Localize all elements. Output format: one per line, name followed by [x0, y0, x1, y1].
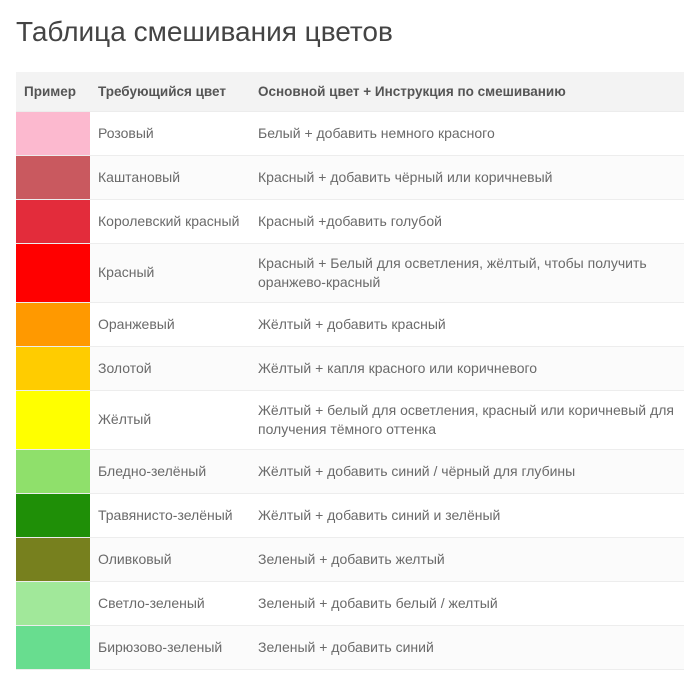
needed-color: Золотой [90, 346, 250, 390]
needed-color: Оранжевый [90, 302, 250, 346]
table-row: КаштановыйКрасный + добавить чёрный или … [16, 156, 684, 200]
mixing-instruction: Жёлтый + добавить синий / чёрный для глу… [250, 449, 684, 493]
color-swatch [16, 390, 90, 449]
needed-color: Жёлтый [90, 390, 250, 449]
color-swatch [16, 449, 90, 493]
color-mixing-table: Пример Требующийся цвет Основной цвет + … [16, 72, 684, 670]
color-swatch [16, 302, 90, 346]
col-header-example: Пример [16, 72, 90, 112]
col-header-needed: Требующийся цвет [90, 72, 250, 112]
needed-color: Розовый [90, 112, 250, 156]
needed-color: Каштановый [90, 156, 250, 200]
needed-color: Бирюзово-зеленый [90, 625, 250, 669]
mixing-instruction: Жёлтый + добавить синий и зелёный [250, 493, 684, 537]
page-title: Таблица смешивания цветов [16, 16, 684, 48]
mixing-instruction: Красный +добавить голубой [250, 200, 684, 244]
table-row: Бледно-зелёныйЖёлтый + добавить синий / … [16, 449, 684, 493]
table-row: КрасныйКрасный + Белый для осветления, ж… [16, 244, 684, 303]
color-swatch [16, 200, 90, 244]
mixing-instruction: Жёлтый + капля красного или коричневого [250, 346, 684, 390]
color-swatch [16, 346, 90, 390]
color-swatch [16, 537, 90, 581]
mixing-instruction: Красный + добавить чёрный или коричневый [250, 156, 684, 200]
table-row: Бирюзово-зеленыйЗеленый + добавить синий [16, 625, 684, 669]
color-swatch [16, 625, 90, 669]
color-swatch [16, 156, 90, 200]
mixing-instruction: Красный + Белый для осветления, жёлтый, … [250, 244, 684, 303]
table-header-row: Пример Требующийся цвет Основной цвет + … [16, 72, 684, 112]
table-row: Травянисто-зелёныйЖёлтый + добавить сини… [16, 493, 684, 537]
mixing-instruction: Жёлтый + белый для осветления, красный и… [250, 390, 684, 449]
table-row: ЗолотойЖёлтый + капля красного или корич… [16, 346, 684, 390]
table-row: РозовыйБелый + добавить немного красного [16, 112, 684, 156]
needed-color: Королевский красный [90, 200, 250, 244]
mixing-instruction: Белый + добавить немного красного [250, 112, 684, 156]
table-row: ОранжевыйЖёлтый + добавить красный [16, 302, 684, 346]
mixing-instruction: Зеленый + добавить белый / желтый [250, 581, 684, 625]
table-row: Светло-зеленыйЗеленый + добавить белый /… [16, 581, 684, 625]
needed-color: Красный [90, 244, 250, 303]
table-row: ОливковыйЗеленый + добавить желтый [16, 537, 684, 581]
table-row: Королевский красныйКрасный +добавить гол… [16, 200, 684, 244]
color-swatch [16, 493, 90, 537]
mixing-instruction: Зеленый + добавить желтый [250, 537, 684, 581]
color-swatch [16, 244, 90, 303]
table-row: ЖёлтыйЖёлтый + белый для осветления, кра… [16, 390, 684, 449]
color-swatch [16, 581, 90, 625]
needed-color: Травянисто-зелёный [90, 493, 250, 537]
needed-color: Оливковый [90, 537, 250, 581]
mixing-instruction: Жёлтый + добавить красный [250, 302, 684, 346]
mixing-instruction: Зеленый + добавить синий [250, 625, 684, 669]
needed-color: Светло-зеленый [90, 581, 250, 625]
color-swatch [16, 112, 90, 156]
col-header-instruction: Основной цвет + Инструкция по смешиванию [250, 72, 684, 112]
needed-color: Бледно-зелёный [90, 449, 250, 493]
